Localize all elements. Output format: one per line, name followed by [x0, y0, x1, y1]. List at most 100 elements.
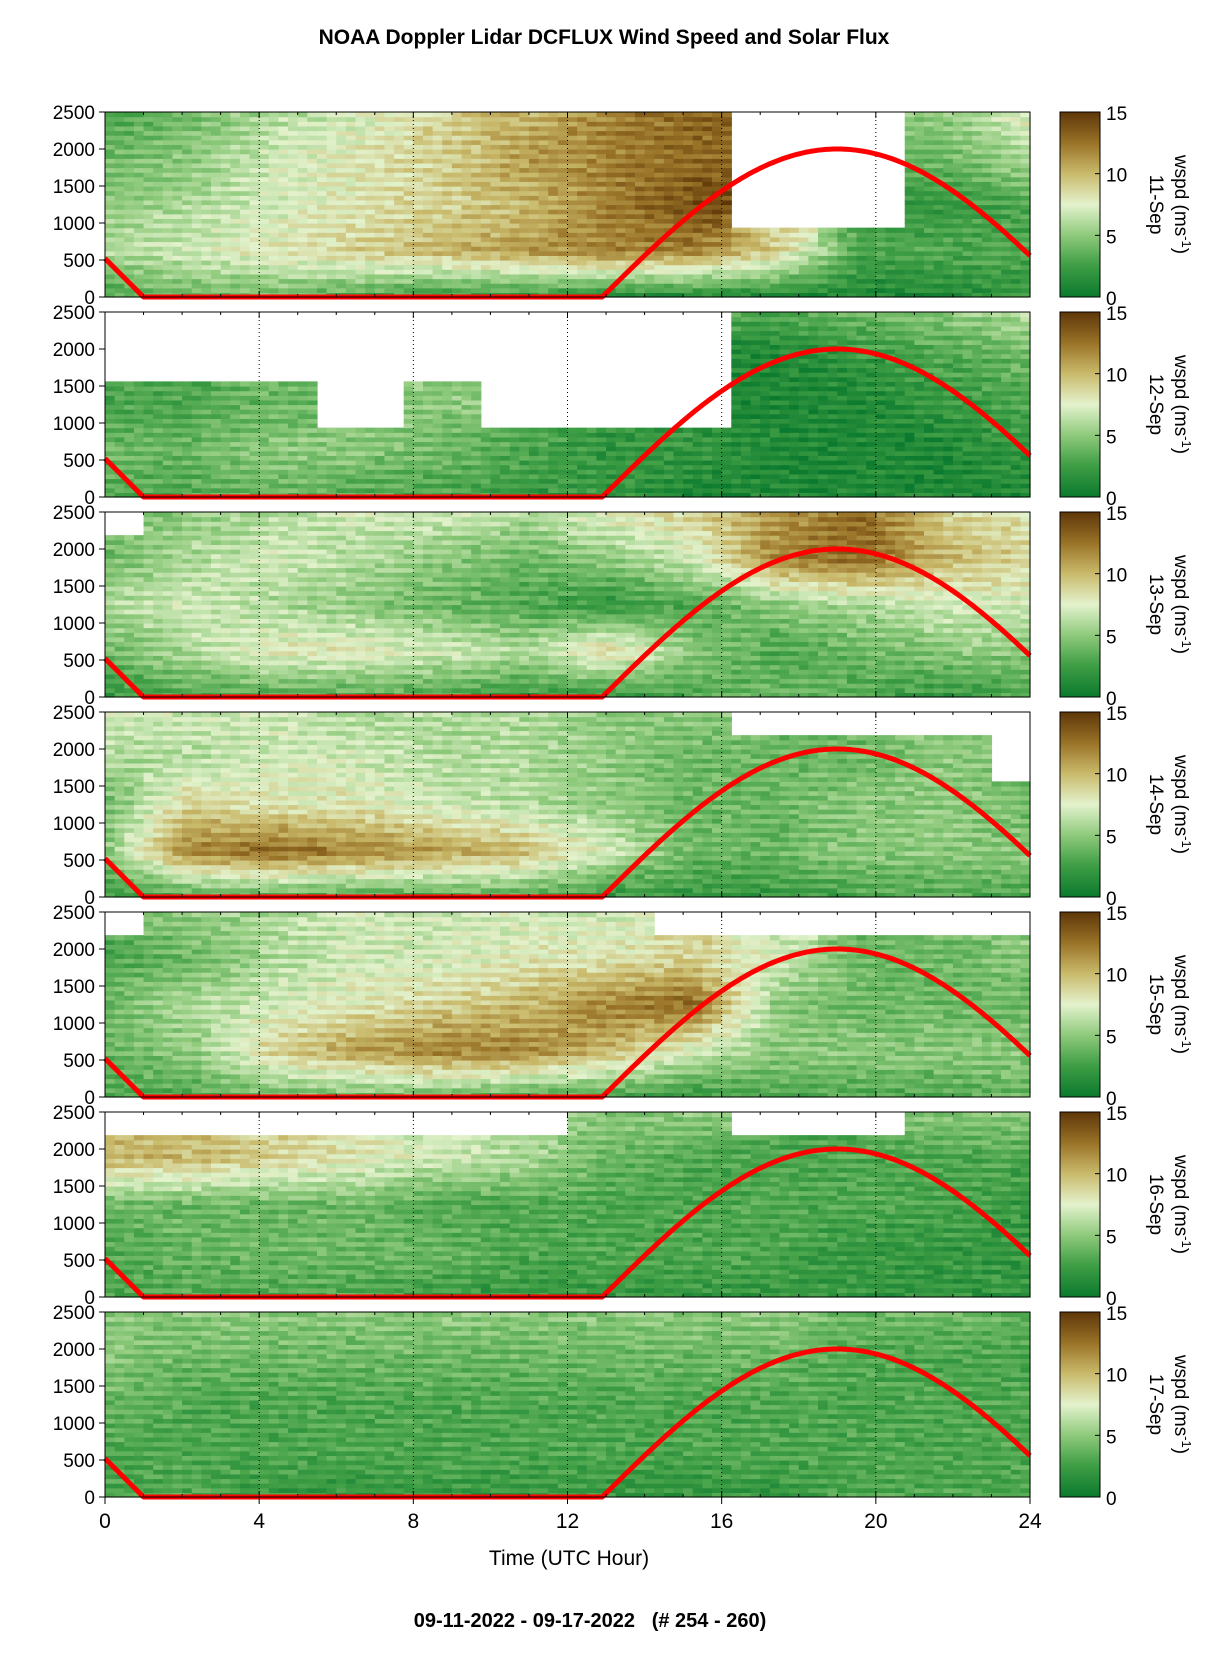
heatmap-cell [760, 227, 771, 233]
heatmap-cell [442, 181, 453, 187]
heatmap-cell [789, 260, 800, 266]
heatmap-cell [326, 116, 337, 122]
heatmap-cell [432, 432, 443, 438]
heatmap-cell [442, 167, 453, 173]
heatmap-cell [914, 181, 925, 187]
heatmap-cell [760, 287, 771, 293]
heatmap-cell [124, 181, 135, 187]
heatmap-cell [500, 199, 511, 206]
heatmap-cell [702, 460, 713, 466]
heatmap-cell [798, 460, 809, 466]
heatmap-cell [500, 218, 511, 224]
heatmap-cell [577, 273, 588, 280]
heatmap-cell [461, 241, 472, 247]
heatmap-cell [480, 446, 492, 452]
heatmap-cell [644, 273, 655, 280]
heatmap-cell [904, 450, 915, 456]
heatmap-cell [239, 283, 251, 289]
heatmap-cell [981, 149, 993, 155]
heatmap-cell [760, 478, 771, 484]
heatmap-cell [471, 167, 482, 173]
heatmap-cell [837, 464, 848, 470]
heatmap-cell [952, 172, 964, 178]
heatmap-cell [663, 287, 675, 293]
heatmap-cell [480, 487, 492, 493]
heatmap-cell [403, 153, 414, 159]
heatmap-cell [239, 478, 251, 484]
heatmap-cell [509, 172, 520, 178]
heatmap-cell [895, 436, 906, 443]
heatmap-cell [538, 186, 549, 192]
heatmap-cell [866, 260, 877, 266]
heatmap-cell [866, 236, 877, 243]
heatmap-cell [268, 121, 280, 127]
heatmap-cell [567, 223, 578, 229]
heatmap-cell [153, 130, 164, 136]
heatmap-cell [952, 130, 964, 136]
heatmap-cell [789, 232, 800, 238]
heatmap-cell [519, 139, 530, 145]
heatmap-cell [114, 162, 125, 169]
heatmap-cell [394, 236, 405, 243]
heatmap-cell [606, 269, 617, 275]
heatmap-cell [1010, 218, 1021, 224]
heatmap-cell [1001, 139, 1012, 145]
heatmap-cell [615, 246, 626, 252]
heatmap-cell [336, 158, 347, 164]
heatmap-cell [316, 255, 328, 261]
heatmap-cell [288, 423, 299, 429]
heatmap-cell [779, 287, 790, 293]
heatmap-cell [644, 269, 655, 275]
heatmap-cell [432, 121, 443, 127]
heatmap-cell [1010, 223, 1021, 229]
heatmap-cell [114, 292, 125, 298]
heatmap-cell [442, 112, 453, 118]
heatmap-cell [798, 450, 809, 456]
heatmap-cell [885, 292, 896, 298]
heatmap-cell [394, 278, 405, 284]
heatmap-cell [692, 130, 703, 136]
heatmap-cell [172, 246, 183, 252]
heatmap-cell [634, 186, 646, 192]
heatmap-cell [750, 232, 761, 238]
heatmap-cell [721, 167, 732, 173]
heatmap-cell [798, 227, 809, 233]
heatmap-cell [1020, 483, 1031, 489]
heatmap-cell [798, 436, 809, 443]
heatmap-cell [471, 135, 482, 141]
heatmap-cell [673, 213, 684, 219]
heatmap-cell [557, 478, 569, 484]
heatmap-cell [114, 232, 125, 238]
heatmap-cell [326, 144, 337, 150]
heatmap-cell [182, 144, 193, 150]
heatmap-cell [519, 213, 530, 219]
heatmap-cell [105, 273, 116, 280]
heatmap-cell [307, 190, 318, 196]
heatmap-cell [336, 483, 347, 489]
heatmap-cell [740, 287, 752, 293]
heatmap-cell [451, 450, 463, 456]
heatmap-cell [625, 460, 636, 466]
heatmap-cell [500, 158, 511, 164]
heatmap-cell [557, 190, 569, 196]
heatmap-cell [981, 492, 993, 498]
heatmap-cell [644, 287, 655, 293]
heatmap-cell [239, 199, 251, 206]
heatmap-cell [596, 441, 607, 447]
heatmap-cell [577, 125, 588, 132]
heatmap-cell [480, 135, 492, 141]
colorbar-tick-label: 15 [1106, 104, 1127, 125]
heatmap-cell [519, 209, 530, 215]
heatmap-cell [278, 144, 289, 150]
heatmap-cell [769, 492, 781, 498]
heatmap-cell [1010, 260, 1021, 266]
heatmap-cell [933, 158, 944, 164]
heatmap-cell [577, 478, 588, 484]
heatmap-cell [105, 469, 116, 475]
heatmap-cell [259, 236, 270, 243]
heatmap-cell [239, 162, 251, 169]
heatmap-cell [105, 186, 116, 192]
heatmap-cell [528, 432, 540, 438]
heatmap-cell [297, 125, 308, 132]
heatmap-cell [895, 450, 906, 456]
